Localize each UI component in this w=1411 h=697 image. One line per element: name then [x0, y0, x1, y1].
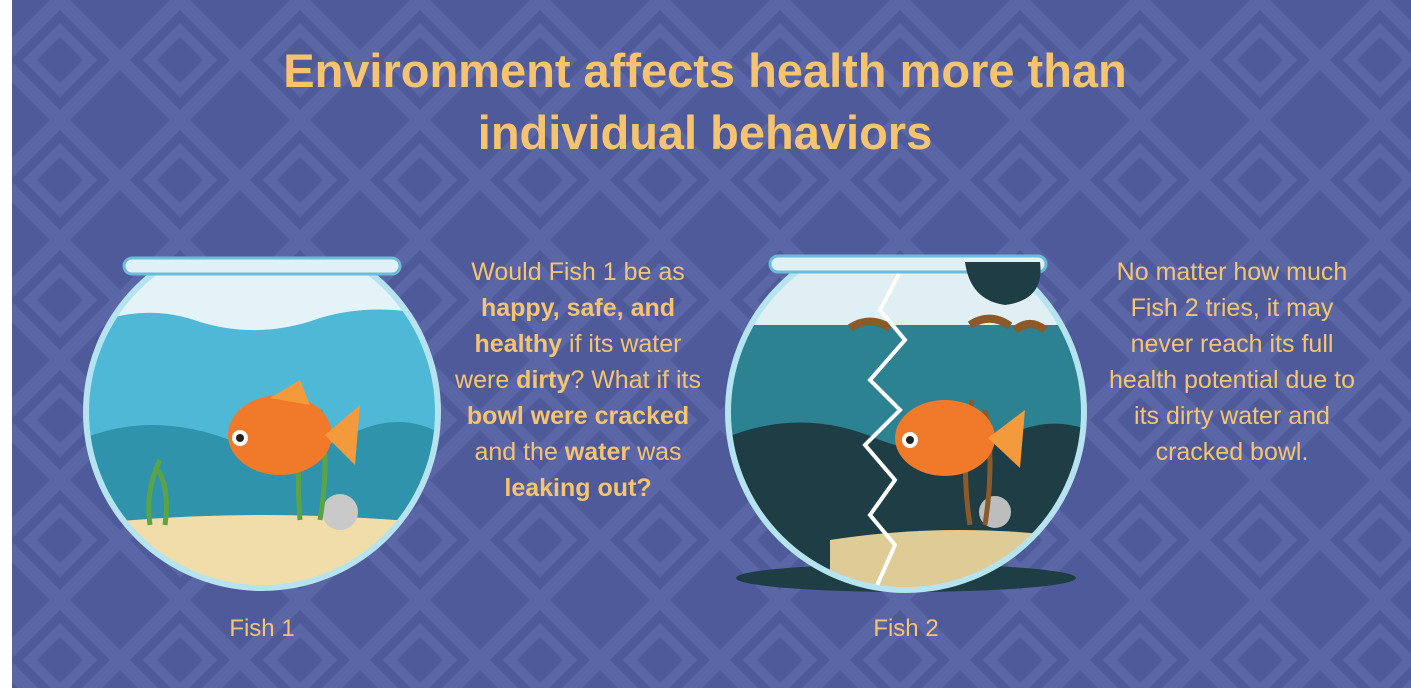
panel-text: Would Fish 1 be as happy, safe, and heal… — [448, 254, 708, 506]
text: ? What if its — [570, 366, 701, 394]
panel-text: No matter how much Fish 2 tries, it may … — [1102, 254, 1362, 470]
bold-text: leaking out? — [504, 474, 651, 502]
bold-text: happy, safe, — [481, 294, 624, 322]
text — [624, 294, 631, 322]
text: was — [630, 438, 681, 466]
title: Environment affects health more than ind… — [200, 40, 1210, 164]
text: and the — [474, 438, 564, 466]
text: No matter how much Fish 2 tries, it may … — [1109, 258, 1355, 466]
bold-text: bowl were cracked — [467, 402, 689, 430]
text: Would Fish 1 be as — [471, 258, 685, 286]
caption: Fish 2 — [806, 615, 1006, 643]
caption: Fish 1 — [162, 615, 362, 643]
bold-text: dirty — [516, 366, 570, 394]
infographic: Environment affects health more than ind… — [0, 0, 1411, 697]
bold-text: water — [565, 438, 630, 466]
